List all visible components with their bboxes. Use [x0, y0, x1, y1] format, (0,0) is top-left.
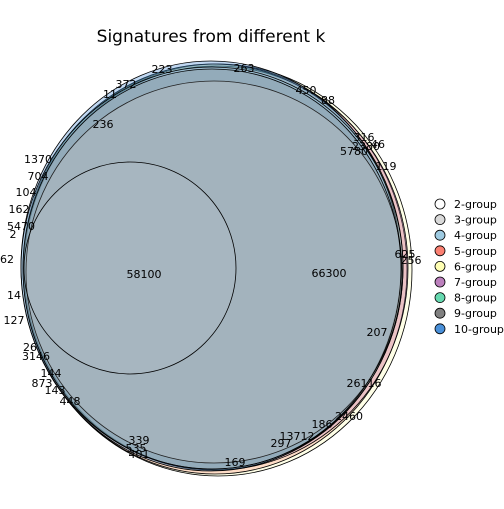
region-value-label: 401	[129, 448, 150, 461]
region-value-label: 1370	[24, 153, 52, 166]
region-value-label: 207	[367, 326, 388, 339]
legend-swatch	[434, 323, 446, 335]
legend-label: 8-group	[454, 292, 497, 305]
region-value-label: 2380	[352, 140, 380, 153]
region-value-label: 62	[0, 253, 14, 266]
legend-label: 2-group	[454, 198, 497, 211]
legend-label: 9-group	[454, 307, 497, 320]
legend-label: 5-group	[454, 245, 497, 258]
region-value-label: 450	[296, 84, 317, 97]
region-value-label: 223	[152, 63, 173, 76]
region-value-label: 236	[93, 118, 114, 131]
region-value-label: 66300	[312, 267, 347, 280]
legend-swatch	[434, 292, 446, 304]
region-value-label: 873	[32, 377, 53, 390]
region-value-label: 5780	[340, 145, 368, 158]
region-value-label: 704	[28, 170, 49, 183]
legend-swatch	[434, 276, 446, 288]
legend-swatch	[434, 307, 446, 319]
region-value-label: 46	[371, 138, 385, 151]
set-3-group	[25, 80, 403, 464]
region-value-label: 119	[376, 160, 397, 173]
set-9-group	[22, 68, 402, 470]
legend-label: 7-group	[454, 276, 497, 289]
region-value-label: 448	[60, 395, 81, 408]
region-value-label: 2460	[335, 410, 363, 423]
region-value-label: 162	[9, 203, 30, 216]
region-value-label: 3146	[22, 350, 50, 363]
legend-label: 10-group	[454, 323, 504, 336]
region-value-label: 169	[225, 456, 246, 469]
region-value-label: 26	[23, 341, 37, 354]
region-value-label: 297	[271, 437, 292, 450]
region-value-label: 144	[41, 367, 62, 380]
legend-swatch	[434, 229, 446, 241]
legend: 2-group 3-group 4-group 5-group 6-group 7-gro…	[434, 198, 504, 336]
region-value-label: 535	[126, 442, 147, 455]
region-value-label: 11	[103, 88, 117, 101]
chart-title: Signatures from different k	[97, 27, 326, 47]
region-value-label: 339	[129, 434, 150, 447]
legend-label: 6-group	[454, 260, 497, 273]
legend-swatch	[434, 198, 446, 210]
region-value-label: 26116	[347, 377, 382, 390]
region-value-label: 263	[234, 62, 255, 75]
region-value-label: 316	[354, 131, 375, 144]
region-value-label: 143	[45, 384, 66, 397]
region-value-label: 88	[321, 94, 335, 107]
region-value-label: 256	[401, 254, 422, 267]
region-value-label: 5470	[7, 220, 35, 233]
venn-sets	[20, 60, 413, 477]
region-value-label: 104	[16, 186, 37, 199]
set-2-group	[23, 161, 237, 375]
region-value-label: 2	[10, 228, 17, 241]
region-value-label: 372	[116, 78, 137, 91]
legend-swatch	[434, 245, 446, 257]
region-value-label: 14	[7, 289, 21, 302]
region-value-label: 13712	[280, 430, 315, 443]
region-value-label: 186	[312, 418, 333, 431]
legend-label: 4-group	[454, 229, 497, 242]
region-value-label: 127	[4, 314, 25, 327]
legend-swatch	[434, 214, 446, 226]
legend-label: 3-group	[454, 214, 497, 227]
region-value-label: 625	[395, 248, 416, 261]
region-value-label: 58100	[127, 268, 162, 281]
legend-swatch	[434, 260, 446, 272]
